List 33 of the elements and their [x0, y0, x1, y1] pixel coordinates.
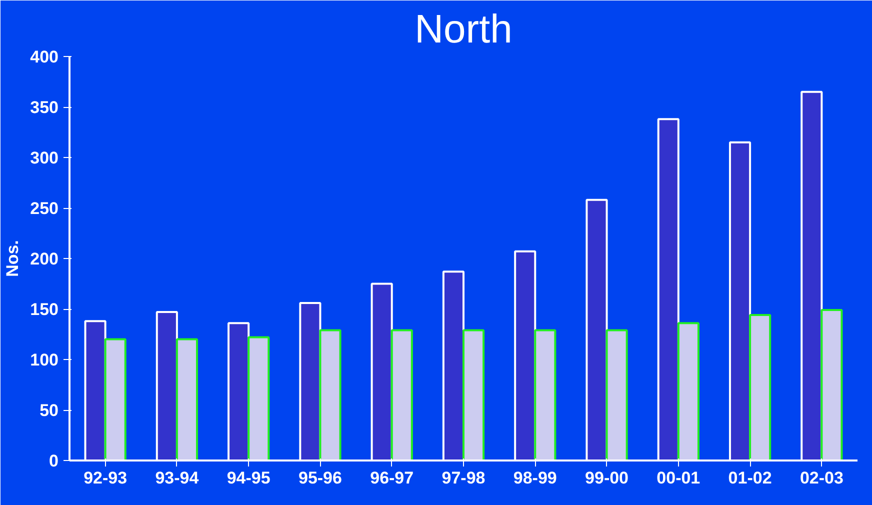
chart-title: North [414, 8, 512, 52]
x-tick-label: 96-97 [370, 468, 414, 488]
bar [104, 338, 126, 460]
x-tick-label: 94-95 [226, 468, 270, 488]
y-tick-label: 150 [30, 300, 59, 319]
x-tick-label: 97-98 [442, 468, 486, 488]
y-tick-label: 250 [30, 199, 59, 218]
bar [319, 329, 342, 460]
x-tick-label: 93-94 [155, 468, 200, 488]
x-tick-label: 02-03 [800, 468, 844, 488]
bar [749, 314, 772, 460]
y-tick-label: 400 [30, 48, 59, 66]
y-axis-title: Nos. [3, 240, 22, 277]
bar [462, 329, 485, 460]
bar [176, 338, 198, 460]
y-tick-label: 350 [30, 98, 59, 117]
bar [606, 329, 628, 460]
y-tick-label: 300 [30, 148, 59, 168]
bar [248, 336, 270, 460]
y-tick-label: 200 [30, 250, 59, 268]
x-tick-label: 00-01 [656, 468, 700, 488]
x-tick-label: 01-02 [728, 468, 772, 488]
bar [534, 329, 556, 460]
x-tick-label: 92-93 [84, 468, 128, 488]
bar [677, 322, 700, 460]
y-tick-label: 0 [49, 452, 59, 470]
x-tick-label: 95-96 [298, 468, 342, 488]
y-tick-label: 100 [30, 350, 59, 370]
bar [390, 329, 413, 460]
x-tick-label: 99-00 [585, 468, 629, 488]
x-tick-label: 98-99 [513, 468, 557, 488]
bar [820, 309, 843, 460]
y-tick-label: 50 [40, 401, 59, 420]
